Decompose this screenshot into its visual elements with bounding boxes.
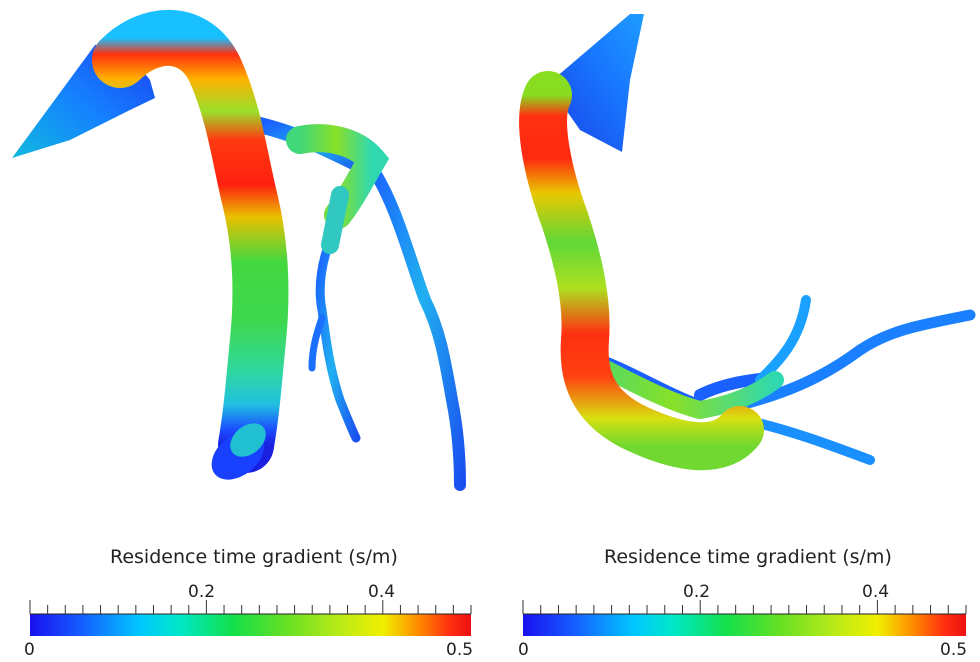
right-inlet-cone <box>548 14 644 152</box>
left-colorbar-min-label: 0 <box>24 640 35 660</box>
left-colorbar <box>29 600 472 636</box>
right-vessel-render <box>519 14 976 471</box>
left-main-vessel <box>92 10 289 473</box>
right-colorbar-title: Residence time gradient (s/m) <box>604 546 892 568</box>
left-colorbar-label-0.4: 0.4 <box>368 582 396 602</box>
right-main-vessel <box>519 71 764 471</box>
left-colorbar-ramp <box>30 614 471 636</box>
right-colorbar <box>522 600 967 636</box>
right-colorbar-ramp <box>523 614 966 636</box>
left-colorbar-title: Residence time gradient (s/m) <box>110 546 398 568</box>
left-secondary-vessel <box>286 124 390 254</box>
right-colorbar-label-0.2: 0.2 <box>683 582 711 602</box>
right-colorbar-label-0.4: 0.4 <box>862 582 890 602</box>
left-vessel-render <box>12 10 466 491</box>
right-colorbar-ticks <box>522 600 967 614</box>
right-colorbar-max-label: 0.5 <box>940 640 968 660</box>
right-colorbar-min-label: 0 <box>518 640 529 660</box>
left-colorbar-ticks <box>29 600 472 614</box>
left-colorbar-max-label: 0.5 <box>446 640 474 660</box>
left-colorbar-label-0.2: 0.2 <box>188 582 216 602</box>
